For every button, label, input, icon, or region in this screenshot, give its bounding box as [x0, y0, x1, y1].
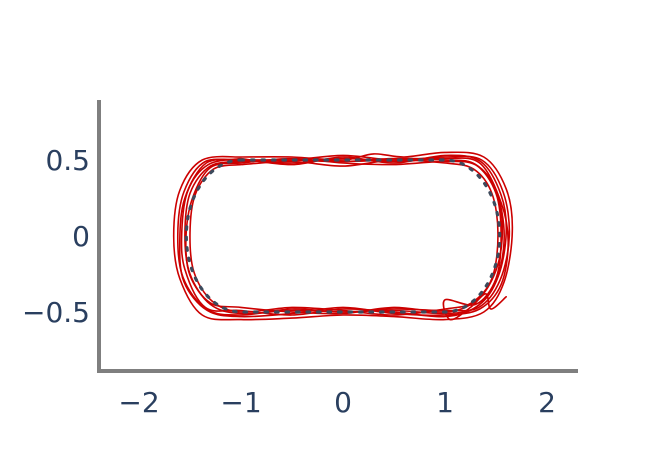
- trajectory-line-2: [180, 154, 508, 318]
- trajectory-line-5: [185, 157, 504, 315]
- y-tick-label: 0.5: [45, 144, 90, 177]
- y-tick-label: 0: [72, 220, 90, 253]
- trajectory-line-6: [178, 157, 509, 318]
- reference-path: [184, 158, 502, 314]
- x-tick-label: 1: [436, 386, 454, 419]
- x-tick-labels: −2 −1 0 1 2: [118, 386, 556, 419]
- reference-path-layer: [184, 158, 502, 314]
- trajectory-line-7: [176, 154, 511, 316]
- x-tick-label: 2: [538, 386, 556, 419]
- trajectory-line-4: [172, 151, 514, 321]
- trajectory-line-8: [240, 158, 507, 321]
- y-tick-labels: 0.5 0 −0.5: [22, 144, 90, 329]
- trajectory-line-1: [184, 157, 505, 315]
- trajectory-line-3: [189, 159, 499, 316]
- x-tick-label: −1: [220, 386, 261, 419]
- plot-traces: [172, 151, 514, 321]
- x-tick-label: 0: [334, 386, 352, 419]
- x-tick-label: −2: [118, 386, 159, 419]
- y-tick-label: −0.5: [22, 296, 90, 329]
